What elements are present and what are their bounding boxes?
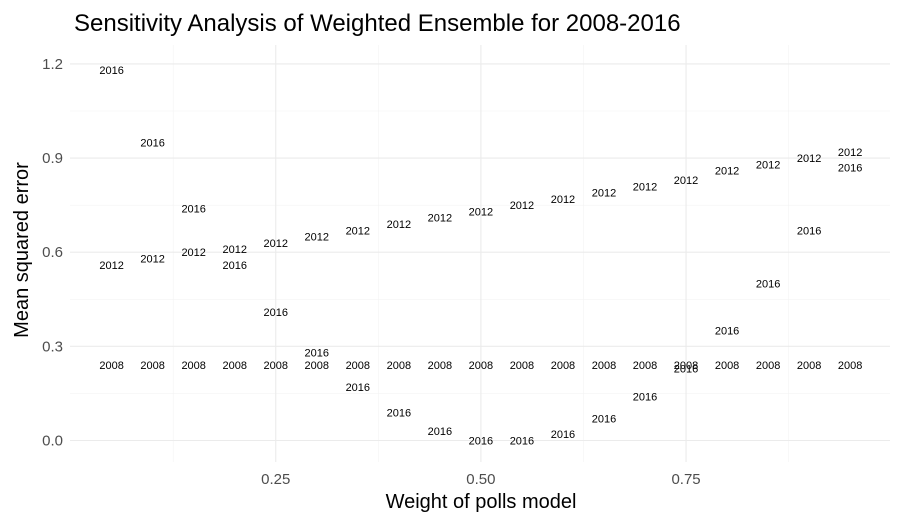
point-label-2016: 2016 (674, 363, 698, 375)
y-tick-label: 0.3 (42, 338, 63, 355)
y-tick-labels: 0.0 0.3 0.6 0.9 1.2 (42, 56, 63, 450)
point-label-2008: 2008 (715, 360, 739, 372)
point-label-2008: 2008 (633, 360, 657, 372)
point-label-2012: 2012 (510, 200, 534, 212)
point-label-2012: 2012 (469, 206, 493, 218)
y-tick-label: 1.2 (42, 56, 63, 73)
point-label-2012: 2012 (305, 232, 329, 244)
point-label-2012: 2012 (346, 225, 370, 237)
point-label-2012: 2012 (264, 238, 288, 250)
point-label-2008: 2008 (387, 360, 411, 372)
y-tick-label: 0.6 (42, 244, 63, 261)
grid (70, 45, 890, 462)
point-label-2016: 2016 (551, 429, 575, 441)
point-label-2008: 2008 (838, 360, 862, 372)
point-label-2008: 2008 (140, 360, 164, 372)
x-tick-labels: 0.25 0.50 0.75 (261, 471, 701, 488)
point-label-2016: 2016 (510, 436, 534, 448)
point-label-2008: 2008 (797, 360, 821, 372)
x-tick-label: 0.25 (261, 471, 290, 488)
point-label-2012: 2012 (99, 260, 123, 272)
point-label-2016: 2016 (346, 382, 370, 394)
point-label-2012: 2012 (222, 244, 246, 256)
point-label-2012: 2012 (387, 219, 411, 231)
point-label-2016: 2016 (469, 436, 493, 448)
point-label-2012: 2012 (140, 253, 164, 265)
point-label-2008: 2008 (305, 360, 329, 372)
x-axis-title: Weight of polls model (386, 491, 577, 513)
point-label-2008: 2008 (469, 360, 493, 372)
point-label-2012: 2012 (551, 194, 575, 206)
y-axis-title: Mean squared error (11, 162, 33, 338)
point-label-2016: 2016 (99, 65, 123, 77)
point-label-2008: 2008 (510, 360, 534, 372)
point-label-2012: 2012 (181, 247, 205, 259)
point-label-2012: 2012 (674, 175, 698, 187)
point-label-2016: 2016 (305, 348, 329, 360)
point-label-2008: 2008 (551, 360, 575, 372)
point-label-2012: 2012 (797, 153, 821, 165)
data-points: 2008 2008 2008 2008 2008 2008 2008 2008 2008 2008… (99, 65, 862, 447)
x-tick-label: 0.75 (671, 471, 700, 488)
point-label-2012: 2012 (715, 166, 739, 178)
point-label-2016: 2016 (592, 414, 616, 426)
chart-title: Sensitivity Analysis of Weighted Ensembl… (74, 10, 681, 37)
point-label-2008: 2008 (428, 360, 452, 372)
point-label-2008: 2008 (346, 360, 370, 372)
y-tick-label: 0.9 (42, 150, 63, 167)
point-label-2016: 2016 (181, 203, 205, 215)
point-label-2012: 2012 (633, 181, 657, 193)
y-tick-label: 0.0 (42, 433, 63, 450)
point-label-2016: 2016 (838, 162, 862, 174)
point-label-2016: 2016 (715, 326, 739, 338)
point-label-2008: 2008 (99, 360, 123, 372)
point-label-2016: 2016 (222, 260, 246, 272)
point-label-2008: 2008 (756, 360, 780, 372)
point-label-2012: 2012 (428, 213, 452, 225)
point-label-2008: 2008 (222, 360, 246, 372)
point-label-2016: 2016 (797, 225, 821, 237)
point-label-2016: 2016 (264, 307, 288, 319)
point-label-2012: 2012 (838, 147, 862, 159)
point-label-2016: 2016 (428, 426, 452, 438)
point-label-2016: 2016 (756, 279, 780, 291)
point-label-2008: 2008 (264, 360, 288, 372)
x-tick-label: 0.50 (466, 471, 495, 488)
point-label-2016: 2016 (140, 137, 164, 149)
point-label-2016: 2016 (387, 407, 411, 419)
point-label-2016: 2016 (633, 392, 657, 404)
point-label-2008: 2008 (592, 360, 616, 372)
point-label-2012: 2012 (592, 188, 616, 200)
point-label-2008: 2008 (181, 360, 205, 372)
point-label-2008: 2008 (674, 360, 698, 372)
point-label-2012: 2012 (756, 159, 780, 171)
